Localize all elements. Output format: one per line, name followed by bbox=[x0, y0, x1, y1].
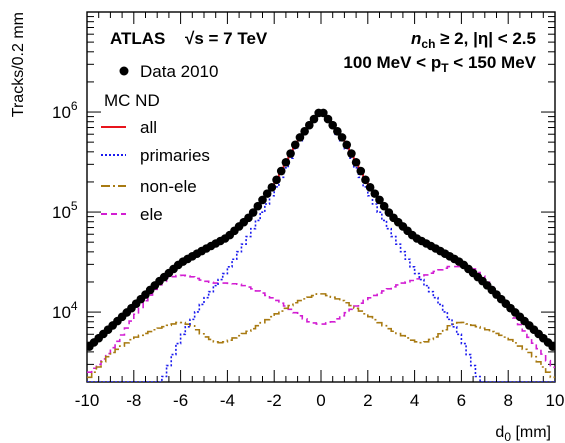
data-point bbox=[272, 175, 281, 185]
data-point bbox=[351, 158, 361, 167]
data-point bbox=[286, 149, 295, 158]
data-point bbox=[328, 120, 338, 130]
data-point bbox=[375, 195, 384, 205]
x-axis-symbol: d bbox=[495, 424, 504, 441]
data-point bbox=[258, 195, 267, 205]
series-non-ele-line bbox=[87, 293, 555, 379]
legend-non-ele-label: non-ele bbox=[140, 177, 197, 196]
data-point bbox=[370, 189, 380, 198]
x-axis-title: d0 [mm] bbox=[495, 424, 551, 443]
data-point bbox=[365, 183, 375, 192]
experiment-label: ATLAS bbox=[110, 29, 165, 48]
data-point bbox=[267, 183, 277, 192]
x-tick-label: 10 bbox=[546, 391, 565, 410]
selection-nch: n bbox=[411, 29, 421, 48]
y-tick-base: 10 bbox=[52, 103, 71, 122]
data-point bbox=[295, 133, 305, 142]
y-axis-title: Tracks/0.2 mm bbox=[10, 12, 27, 117]
legend-group-title: MC ND bbox=[104, 91, 160, 110]
data-point bbox=[262, 189, 272, 198]
data-point bbox=[319, 108, 328, 118]
x-tick-label: -2 bbox=[267, 391, 282, 410]
data-point bbox=[281, 158, 291, 167]
data-point bbox=[548, 342, 555, 351]
legend-ele-label: ele bbox=[140, 205, 163, 224]
y-tick-base: 10 bbox=[52, 303, 71, 322]
selection-nch-sub: ch bbox=[421, 37, 435, 51]
x-tick-label: -10 bbox=[75, 391, 100, 410]
y-tick-exponent: 6 bbox=[71, 99, 78, 113]
series-ele-line bbox=[87, 265, 555, 373]
data-point bbox=[305, 120, 314, 130]
data-point bbox=[276, 166, 286, 176]
pt-range-high: < 150 MeV bbox=[449, 53, 537, 72]
data-point bbox=[379, 201, 389, 211]
x-axis-sub: 0 bbox=[504, 430, 511, 443]
data-point bbox=[309, 114, 319, 124]
y-tick-exponent: 4 bbox=[71, 299, 78, 313]
data-point bbox=[323, 114, 333, 124]
y-tick-label: 105 bbox=[52, 199, 78, 222]
axis-ticks bbox=[86, 12, 556, 383]
pt-range-label: 100 MeV < pT < 150 MeV bbox=[343, 53, 536, 75]
energy-value: = 7 TeV bbox=[204, 29, 268, 48]
pt-range-low: 100 MeV < p bbox=[343, 53, 441, 72]
x-tick-label: 2 bbox=[363, 391, 372, 410]
x-tick-label: -8 bbox=[126, 391, 141, 410]
data-point bbox=[290, 140, 300, 150]
selection-rest: ≥ 2, |η| < 2.5 bbox=[435, 29, 536, 48]
selection-label: nch ≥ 2, |η| < 2.5 bbox=[411, 29, 536, 51]
x-tick-label: 8 bbox=[503, 391, 512, 410]
legend: Data 2010 MC ND all primaries non-ele el… bbox=[101, 62, 218, 224]
data-point bbox=[300, 126, 309, 136]
data-point bbox=[347, 149, 356, 158]
data-point bbox=[356, 166, 366, 176]
data-point bbox=[253, 201, 263, 211]
series-layer bbox=[87, 108, 555, 382]
x-tick-labels: -10 -8 -6 -4 -2 0 2 4 6 8 10 bbox=[75, 391, 565, 410]
plot-frame bbox=[86, 11, 556, 383]
energy-label: √s = 7 TeV bbox=[185, 29, 268, 48]
y-tick-label: 106 bbox=[52, 99, 78, 122]
y-tick-exponent: 5 bbox=[71, 199, 78, 213]
x-tick-label: 0 bbox=[316, 391, 325, 410]
legend-primaries-label: primaries bbox=[140, 146, 210, 165]
y-tick-base: 10 bbox=[52, 203, 71, 222]
legend-all-label: all bbox=[140, 118, 157, 137]
legend-data-marker bbox=[119, 66, 129, 76]
x-tick-label: 6 bbox=[457, 391, 466, 410]
data-point bbox=[333, 126, 342, 136]
data-point bbox=[342, 140, 352, 150]
energy-sqrt-s: √s bbox=[185, 29, 204, 48]
data-point bbox=[337, 133, 347, 142]
legend-data-label: Data 2010 bbox=[140, 62, 218, 81]
pt-range-sub: T bbox=[441, 61, 449, 75]
x-axis-unit: [mm] bbox=[511, 424, 551, 441]
x-tick-label: 4 bbox=[410, 391, 419, 410]
data-point bbox=[361, 175, 370, 185]
y-tick-label: 104 bbox=[52, 299, 78, 322]
x-tick-label: -4 bbox=[220, 391, 235, 410]
x-tick-label: -6 bbox=[173, 391, 188, 410]
data-point bbox=[248, 208, 258, 217]
